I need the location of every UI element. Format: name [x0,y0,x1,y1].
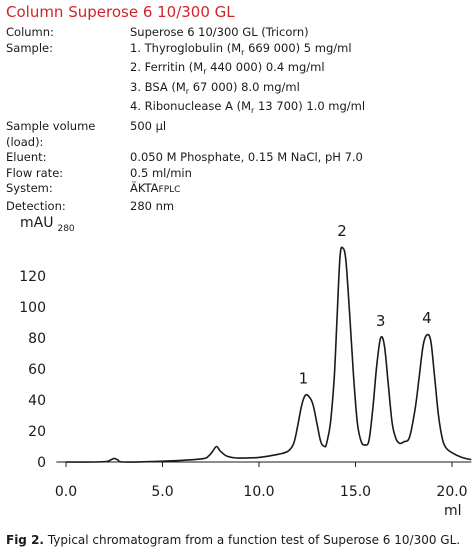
flow-rate-label: Flow rate: [6,165,64,180]
column-row: Column: Superose 6 10/300 GL (Tricorn) [6,25,466,41]
sample-item-3: 3. BSA (Mr 67 000) 8.0 mg/ml [130,79,300,96]
y-tick-label: 40 [28,393,46,409]
figure-caption: Fig 2. Typical chromatogram from a funct… [6,533,461,547]
y-tick-label: 100 [19,300,46,316]
sample-item-4: 4. Ribonuclease A (Mr 13 700) 1.0 mg/ml [130,99,366,116]
detection-row: Detection: 280 nm [6,199,466,215]
sample-item-1: 1. Thyroglobulin (Mr 669 000) 5 mg/ml [130,40,352,57]
eluent-row: Eluent: 0.050 M Phosphate, 0.15 M NaCl, … [6,150,466,166]
x-tick-label: 10.0 [243,484,274,500]
y-tick-label: 80 [28,331,46,347]
chart-title: Column Superose 6 10/300 GL [6,3,235,21]
axes [56,461,472,467]
sample-row-2: 2. Ferritin (Mr 440 000) 0.4 mg/ml [6,60,466,80]
system-row: System: ÄKTAFPLC [6,181,466,199]
detection-value: 280 nm [130,198,175,213]
y-tick-label: 120 [19,269,46,285]
chromatogram-chart: mAU 280 ml 0.0 5.0 10.0 15.0 20.0 0 20 40 60 80 100… [19,215,472,519]
detection-label: Detection: [6,198,66,213]
y-tick-label: 20 [28,424,46,440]
y-axis-label: mAU 280 [20,215,75,234]
y-tick-label: 60 [28,362,46,378]
sample-volume-label: Sample volume (load): [6,118,96,149]
peak-label-4: 4 [422,309,432,327]
flow-rate-row: Flow rate: 0.5 ml/min [6,166,466,182]
system-value: ÄKTAFPLC [130,181,181,196]
sample-item-2: 2. Ferritin (Mr 440 000) 0.4 mg/ml [130,60,325,77]
system-label: System: [6,181,53,196]
eluent-value: 0.050 M Phosphate, 0.15 M NaCl, pH 7.0 [130,150,363,165]
sample-row: Sample: 1. Thyroglobulin (Mr 669 000) 5 … [6,41,466,61]
sample-label: Sample: [6,40,53,55]
tick-labels: 0.0 5.0 10.0 15.0 20.0 0 20 40 60 80 100 120 [19,269,467,500]
x-tick-label: 0.0 [55,484,77,500]
sample-row-3: 3. BSA (Mr 67 000) 8.0 mg/ml [6,80,466,100]
y-tick-label: 0 [37,455,46,471]
flow-rate-value: 0.5 ml/min [130,165,192,180]
method-parameters: Column: Superose 6 10/300 GL (Tricorn) S… [6,25,466,215]
x-tick-label: 20.0 [436,484,467,500]
column-label: Column: [6,25,54,39]
column-value: Superose 6 10/300 GL (Tricorn) [130,25,309,39]
absorbance-trace [65,246,472,463]
x-tick-label: 5.0 [151,484,173,500]
eluent-label: Eluent: [6,150,47,165]
peak-label-2: 2 [337,222,347,240]
peak-label-1: 1 [299,369,309,387]
sample-volume-value: 500 µl [130,118,167,133]
x-axis-label: ml [444,503,462,519]
sample-row-4: 4. Ribonuclease A (Mr 13 700) 1.0 mg/ml [6,99,466,119]
peak-label-3: 3 [376,312,386,330]
sample-volume-row: Sample volume (load): 500 µl [6,119,466,150]
peak-labels: 1 2 3 4 [299,222,432,387]
x-tick-label: 15.0 [340,484,371,500]
